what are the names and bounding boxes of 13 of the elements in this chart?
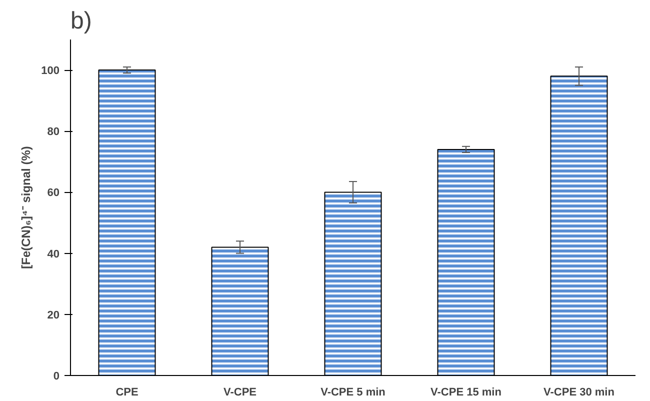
chart-title: b) [70, 8, 92, 34]
y-tick-label: 0 [53, 370, 60, 382]
x-tick-label: V-CPE 30 min [544, 386, 615, 398]
y-axis-title: [Fe(CN)₆]⁴⁻ signal (%) [19, 146, 34, 269]
x-tick-label: V-CPE 5 min [320, 386, 386, 398]
y-tick-label: 20 [47, 309, 60, 322]
x-tick-label: V-CPE [223, 386, 257, 398]
y-tick-label: 40 [47, 248, 60, 260]
y-tick-label: 60 [47, 187, 60, 200]
y-tick-label: 100 [41, 65, 60, 78]
x-tick-label: V-CPE 15 min [430, 386, 502, 398]
x-tick-label: CPE [116, 386, 138, 398]
y-tick-label: 80 [47, 126, 60, 138]
